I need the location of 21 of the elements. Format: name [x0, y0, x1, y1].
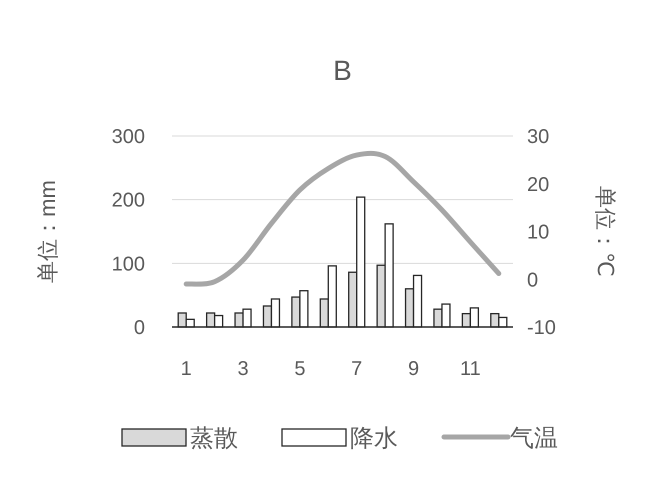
chart-title: B	[333, 55, 352, 86]
y-axis-title: 单位：mm	[35, 180, 60, 283]
y2-tick-label: 30	[527, 126, 550, 148]
y-tick-label: 200	[112, 190, 145, 212]
y2-tick-label: 10	[527, 222, 550, 244]
y-tick-label: 0	[134, 317, 145, 339]
y-tick-label: 300	[112, 126, 145, 148]
x-tick-label: 9	[408, 358, 420, 380]
x-tick-label: 5	[294, 358, 306, 380]
legend-label: 蒸散	[190, 425, 238, 452]
x-tick-label: 3	[237, 358, 249, 380]
y2-tick-label: 0	[527, 269, 538, 292]
legend-label: 气温	[510, 425, 558, 452]
y2-tick-label: 20	[527, 174, 550, 196]
x-tick-label: 7	[351, 358, 362, 380]
x-tick-label: 1	[180, 358, 192, 380]
x-tick-label: 11	[460, 358, 481, 380]
y2-axis-title: 单位：℃	[593, 186, 618, 277]
y2-tick-label: -10	[527, 317, 556, 339]
y-tick-label: 100	[112, 253, 145, 276]
legend-label: 降水	[350, 425, 398, 452]
